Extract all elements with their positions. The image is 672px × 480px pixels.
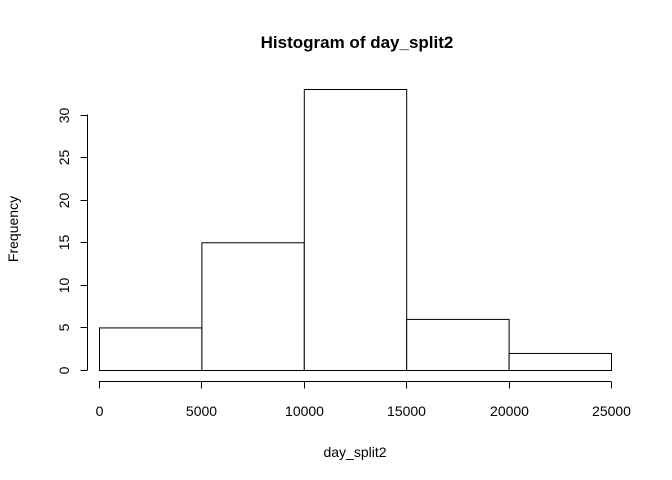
y-tick-label: 25 [56, 150, 72, 166]
histogram-bar-4 [508, 352, 613, 371]
histogram-bar-1 [201, 242, 305, 371]
x-tick-label: 15000 [387, 403, 426, 419]
bars-group [99, 89, 613, 372]
y-tick-label: 15 [56, 235, 72, 251]
x-tick-label: 0 [96, 403, 104, 419]
y-tick-label: 0 [56, 366, 72, 374]
y-tick-label: 5 [56, 323, 72, 331]
x-tick-label: 20000 [490, 403, 529, 419]
x-axis-label: day_split2 [323, 444, 386, 460]
y-tick-label: 10 [56, 278, 72, 294]
x-tick-label: 5000 [186, 403, 217, 419]
x-tick-label: 10000 [285, 403, 324, 419]
chart-title: Histogram of day_split2 [261, 33, 454, 52]
y-axis-label: Frequency [5, 196, 21, 262]
y-tick-label: 30 [56, 108, 72, 124]
y-axis: 0 5 10 15 20 25 30 [56, 108, 88, 374]
y-tick-label: 20 [56, 193, 72, 209]
histogram-bar-0 [99, 327, 203, 372]
x-axis: 0 5000 10000 15000 20000 25000 [96, 381, 631, 419]
histogram-bar-3 [406, 318, 510, 371]
x-tick-label: 25000 [592, 403, 631, 419]
histogram-bar-2 [303, 89, 408, 371]
